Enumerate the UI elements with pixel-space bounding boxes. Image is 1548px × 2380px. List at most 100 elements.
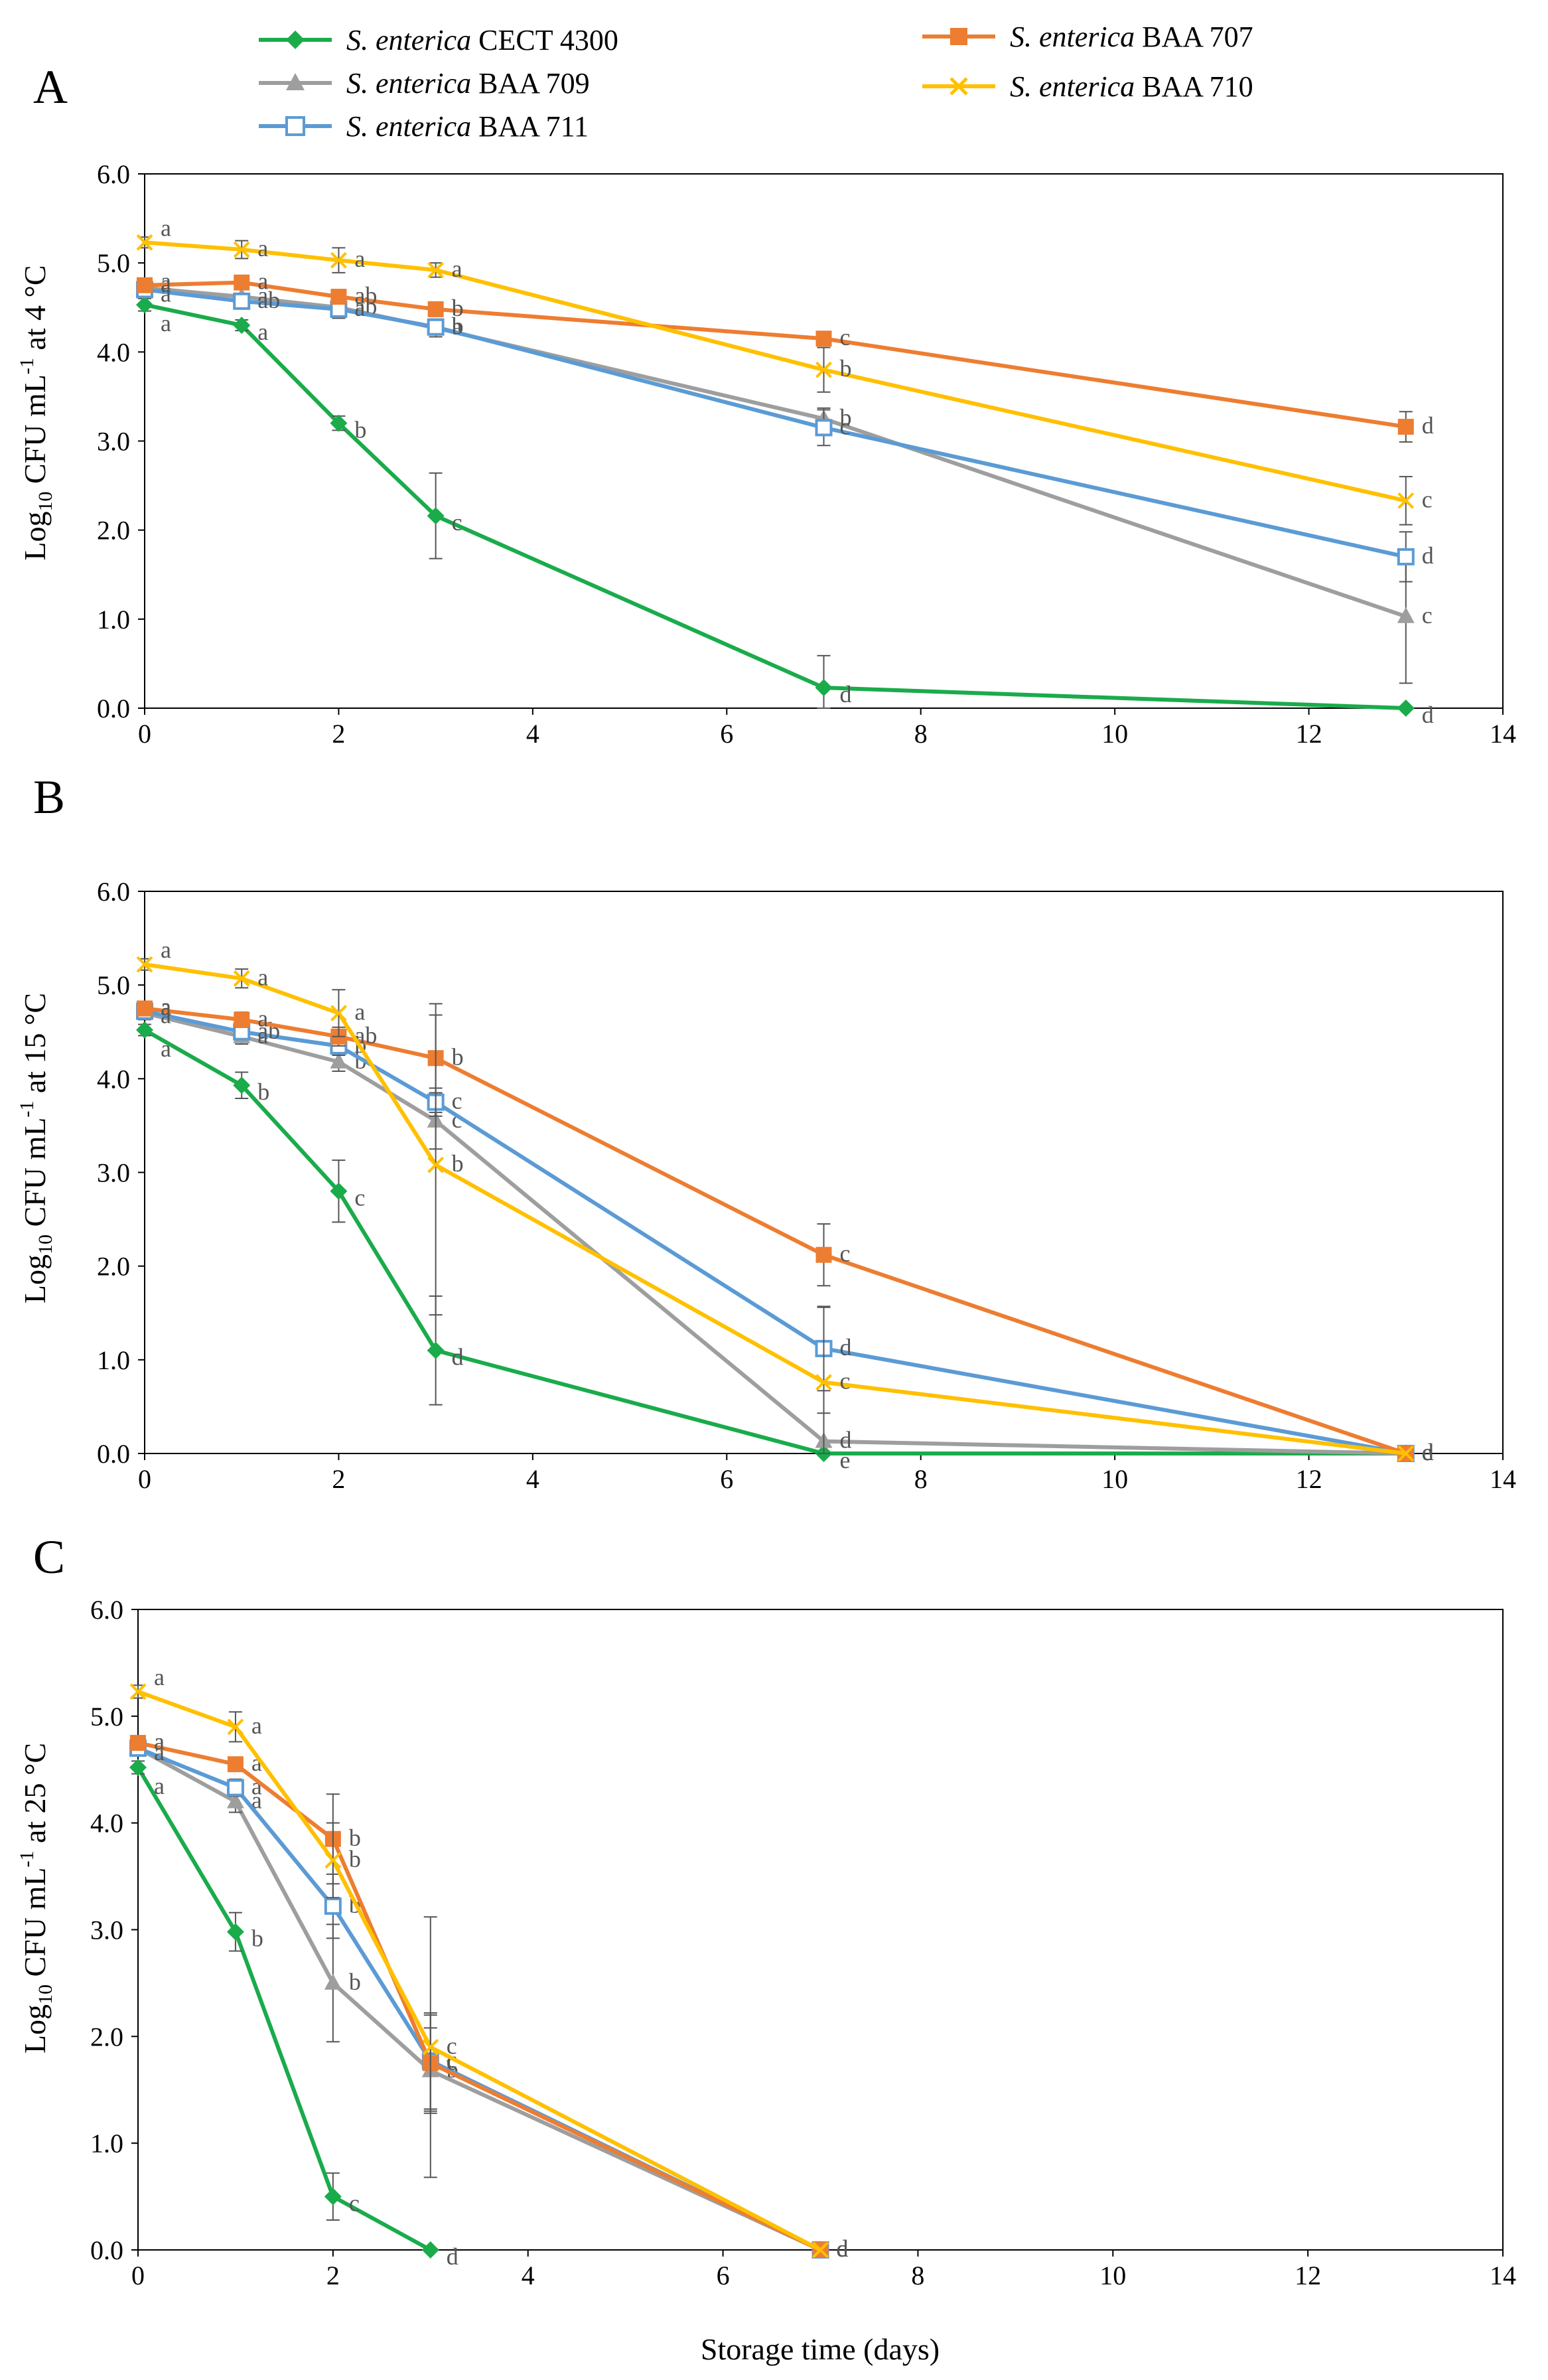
data-point	[324, 2188, 342, 2205]
y-tick-label: 0.0	[97, 694, 130, 723]
x-tick-label: 12	[1295, 2261, 1321, 2290]
legend-label: S. enterica BAA 707	[1010, 21, 1253, 53]
y-tick-label: 1.0	[97, 605, 130, 634]
significance-letter: b	[257, 1078, 269, 1105]
data-point	[324, 1897, 342, 1915]
significance-letter: ab	[354, 282, 377, 309]
significance-letter: a	[257, 235, 268, 261]
significance-letter: a	[161, 214, 171, 241]
significance-letter: c	[1422, 486, 1433, 512]
data-point	[427, 318, 445, 336]
x-tick-label: 0	[138, 719, 151, 749]
x-tick-label: 2	[332, 1464, 345, 1494]
legend-item-cect4300: S. enterica CECT 4300	[259, 24, 618, 56]
significance-letter: b	[840, 355, 852, 382]
significance-letter: b	[452, 1150, 464, 1177]
panel-a: A Log10 CFU mL-1 at 4 °C 0 2 4 6 8 10 12 14 0.0 1…	[16, 60, 1516, 749]
data-point	[427, 301, 444, 317]
y-tick-label: 1.0	[97, 1345, 130, 1375]
y-tick-label: 5.0	[97, 970, 130, 1000]
significance-letter: a	[257, 964, 268, 990]
x-tick-label: 8	[911, 2261, 924, 2290]
panel-letter: A	[33, 60, 68, 113]
data-point	[137, 1000, 153, 1017]
data-point	[1397, 607, 1415, 623]
y-tick-label: 2.0	[97, 516, 130, 546]
significance-letter: a	[452, 256, 462, 282]
significance-letter: b	[349, 1824, 361, 1851]
legend-item-baa709: S. enterica BAA 709	[259, 67, 590, 100]
significance-letter: a	[154, 1728, 165, 1755]
significance-letter: d	[837, 2235, 849, 2262]
panel-b: B Log10 CFU mL-1 at 15 °C 0 2 4 6 8 10 12 14 0.0…	[16, 771, 1516, 1494]
legend-item-baa711: S. enterica BAA 711	[259, 110, 589, 143]
significance-letter: a	[354, 246, 365, 272]
y-tick-label: 3.0	[90, 1915, 123, 1945]
legend-label: S. enterica BAA 709	[346, 67, 590, 100]
data-point	[815, 419, 833, 437]
data-point	[815, 361, 832, 378]
y-tick-label: 0.0	[90, 2235, 123, 2265]
significance-letter: c	[452, 1088, 462, 1114]
significance-letter: a	[161, 994, 171, 1020]
x-tick-label: 14	[1490, 719, 1516, 749]
y-tick-label: 6.0	[97, 159, 130, 189]
significance-letter: c	[354, 1185, 365, 1211]
data-point	[330, 1182, 348, 1200]
legend-label: S. enterica CECT 4300	[346, 24, 618, 56]
significance-letter: b	[452, 1043, 464, 1070]
x-tick-label: 6	[720, 1464, 733, 1494]
significance-letter: c	[1422, 1439, 1433, 1465]
y-tick-label: 4.0	[97, 1064, 130, 1094]
data-point	[427, 261, 445, 279]
x-tick-label: 14	[1490, 1464, 1516, 1494]
data-point	[815, 1374, 832, 1391]
significance-letter: d	[840, 1427, 852, 1453]
data-point	[330, 252, 347, 269]
significance-letter: a	[161, 280, 171, 307]
legend-item-baa707: S. enterica BAA 707	[922, 21, 1253, 53]
legend: S. enterica CECT 4300 S. enterica BAA 70…	[259, 21, 1253, 143]
significance-letter: a	[257, 1005, 268, 1031]
x-tick-label: 6	[717, 2261, 730, 2290]
data-point	[234, 274, 250, 291]
data-point	[422, 2039, 439, 2055]
data-point	[427, 1156, 445, 1173]
data-point	[227, 1718, 244, 1736]
open-square-marker-icon	[285, 116, 305, 136]
x-tick-label: 0	[131, 2261, 145, 2290]
panel-c: C Log10 CFU mL-1 at 25 °C Storage time (…	[16, 1530, 1516, 2366]
series-3: a aab bcd	[137, 268, 1434, 443]
significance-letter: b	[354, 417, 366, 443]
series-line	[144, 287, 1407, 559]
significance-letter: c	[837, 2235, 847, 2262]
significance-letter: a	[154, 1773, 165, 1799]
significance-letter: a	[257, 319, 268, 345]
data-point	[1397, 1445, 1415, 1462]
x-tick-label: 10	[1101, 719, 1128, 749]
x-tick-label: 4	[526, 1464, 539, 1494]
data-point	[324, 1852, 342, 1869]
significance-letter: d	[837, 2235, 849, 2262]
significance-letter: d	[1422, 412, 1434, 439]
x-tick-label: 4	[522, 2261, 535, 2290]
significance-letter: a	[257, 268, 268, 295]
x-tick-label: 12	[1296, 719, 1322, 749]
x-tick-label: 2	[326, 2261, 340, 2290]
significance-letter: e	[1422, 1439, 1433, 1465]
significance-letter: c	[840, 1240, 851, 1267]
significance-letter: d	[837, 2235, 849, 2262]
significance-letter: c	[447, 2032, 457, 2059]
x-tick-label: 4	[526, 719, 539, 749]
x-marker-icon	[950, 77, 968, 96]
y-tick-label: 5.0	[97, 248, 130, 278]
significance-letter: a	[154, 1664, 165, 1690]
legend-label: S. enterica BAA 711	[346, 110, 589, 143]
y-tick-label: 6.0	[97, 877, 130, 907]
data-point	[815, 1246, 832, 1263]
data-point	[130, 1735, 146, 1751]
